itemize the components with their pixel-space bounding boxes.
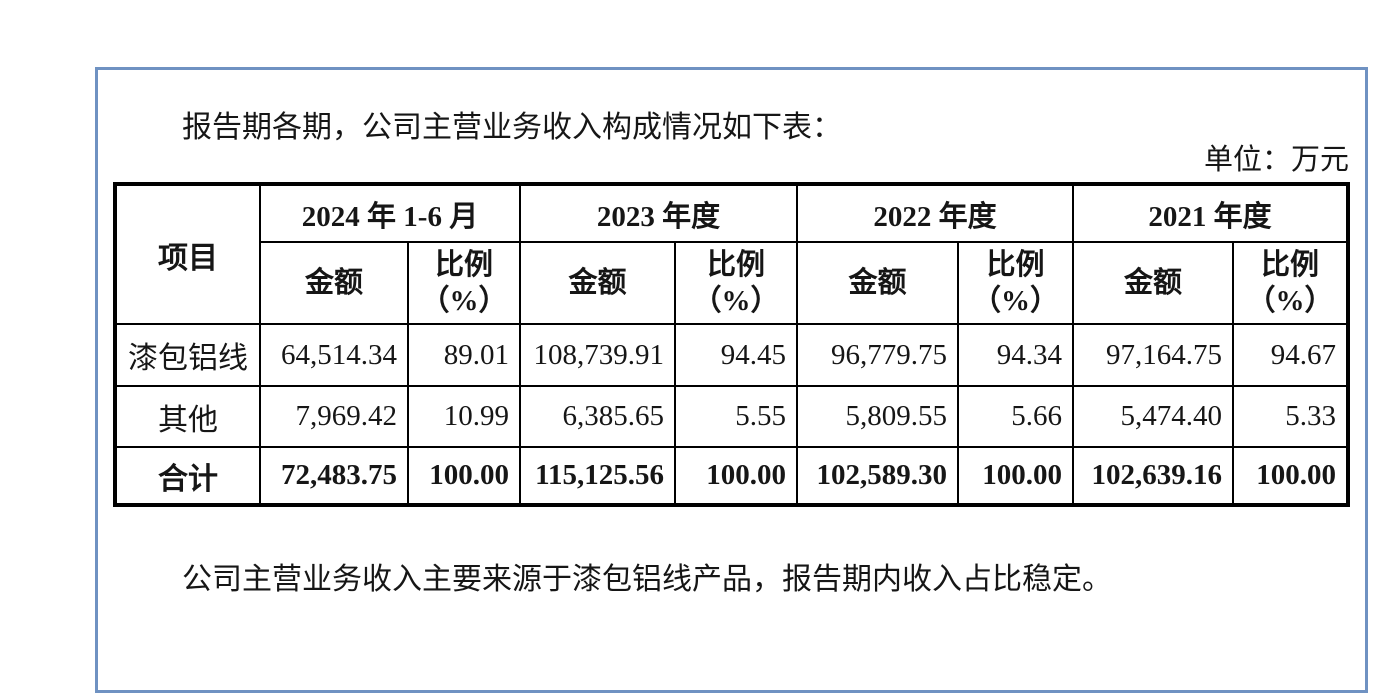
ratio-cell: 100.00 <box>957 446 1074 506</box>
ratio-paren-line: （%） <box>692 285 780 317</box>
header-item: 项目 <box>114 183 261 325</box>
header-ratio: 比例 （%） <box>957 241 1074 325</box>
header-ratio: 比例 （%） <box>407 241 521 325</box>
amount-cell: 108,739.91 <box>519 323 676 387</box>
header-ratio: 比例 （%） <box>1232 241 1349 325</box>
ratio-cell: 10.99 <box>407 385 521 448</box>
footer-paragraph: 公司主营业务收入主要来源于漆包铝线产品，报告期内收入占比稳定。 <box>182 563 1112 596</box>
ratio-paren-line: （%） <box>971 285 1059 317</box>
header-period-2021: 2021 年度 <box>1072 183 1349 243</box>
ratio-cell: 100.00 <box>674 446 798 506</box>
ratio-label-line: 比例 <box>706 249 765 281</box>
table-total-row: 合计 72,483.75 100.00 115,125.56 100.00 10… <box>114 446 1349 506</box>
amount-cell: 115,125.56 <box>519 446 676 506</box>
ratio-cell: 94.34 <box>957 323 1074 387</box>
amount-cell: 72,483.75 <box>259 446 409 506</box>
revenue-table: 项目 2024 年 1-6 月 2023 年度 2022 年度 2021 年度 … <box>113 182 1350 507</box>
header-amount: 金额 <box>796 241 959 325</box>
header-period-2024h1: 2024 年 1-6 月 <box>259 183 521 243</box>
amount-cell: 6,385.65 <box>519 385 676 448</box>
ratio-paren-line: （%） <box>420 285 508 317</box>
header-period-2022: 2022 年度 <box>796 183 1074 243</box>
table-row: 漆包铝线 64,514.34 89.01 108,739.91 94.45 96… <box>114 323 1349 387</box>
ratio-cell: 5.33 <box>1232 385 1349 448</box>
row-label: 其他 <box>114 385 261 448</box>
header-amount: 金额 <box>259 241 409 325</box>
ratio-label-line: 比例 <box>434 249 493 281</box>
amount-cell: 7,969.42 <box>259 385 409 448</box>
unit-label: 单位：万元 <box>1203 144 1349 176</box>
table-header-sub-row: 金额 比例 （%） 金额 比例 （%） 金额 比例 （%） 金额 比例 （%） <box>115 241 1349 325</box>
header-ratio: 比例 （%） <box>674 241 798 325</box>
amount-cell: 96,779.75 <box>796 323 959 387</box>
header-amount: 金额 <box>1072 241 1234 325</box>
ratio-cell: 89.01 <box>407 323 521 387</box>
ratio-cell: 94.67 <box>1232 323 1349 387</box>
table-row: 其他 7,969.42 10.99 6,385.65 5.55 5,809.55… <box>114 385 1349 448</box>
ratio-cell: 5.66 <box>957 385 1074 448</box>
amount-cell: 5,809.55 <box>796 385 959 448</box>
ratio-paren-line: （%） <box>1246 285 1334 317</box>
row-label: 合计 <box>114 446 261 506</box>
table-header-period-row: 项目 2024 年 1-6 月 2023 年度 2022 年度 2021 年度 <box>114 183 1349 325</box>
amount-cell: 5,474.40 <box>1072 385 1234 448</box>
ratio-cell: 5.55 <box>674 385 798 448</box>
row-label: 漆包铝线 <box>114 323 261 387</box>
amount-cell: 97,164.75 <box>1072 323 1234 387</box>
intro-paragraph: 报告期各期，公司主营业务收入构成情况如下表： <box>182 111 842 144</box>
header-amount: 金额 <box>519 241 676 325</box>
ratio-cell: 100.00 <box>1232 446 1349 506</box>
amount-cell: 64,514.34 <box>259 323 409 387</box>
amount-cell: 102,639.16 <box>1072 446 1234 506</box>
header-period-2023: 2023 年度 <box>519 183 798 243</box>
ratio-label-line: 比例 <box>1260 249 1319 281</box>
ratio-cell: 94.45 <box>674 323 798 387</box>
ratio-label-line: 比例 <box>986 249 1045 281</box>
amount-cell: 102,589.30 <box>796 446 959 506</box>
ratio-cell: 100.00 <box>407 446 521 506</box>
selection-region: 报告期各期，公司主营业务收入构成情况如下表： 单位：万元 项目 2024 年 1… <box>95 67 1368 693</box>
